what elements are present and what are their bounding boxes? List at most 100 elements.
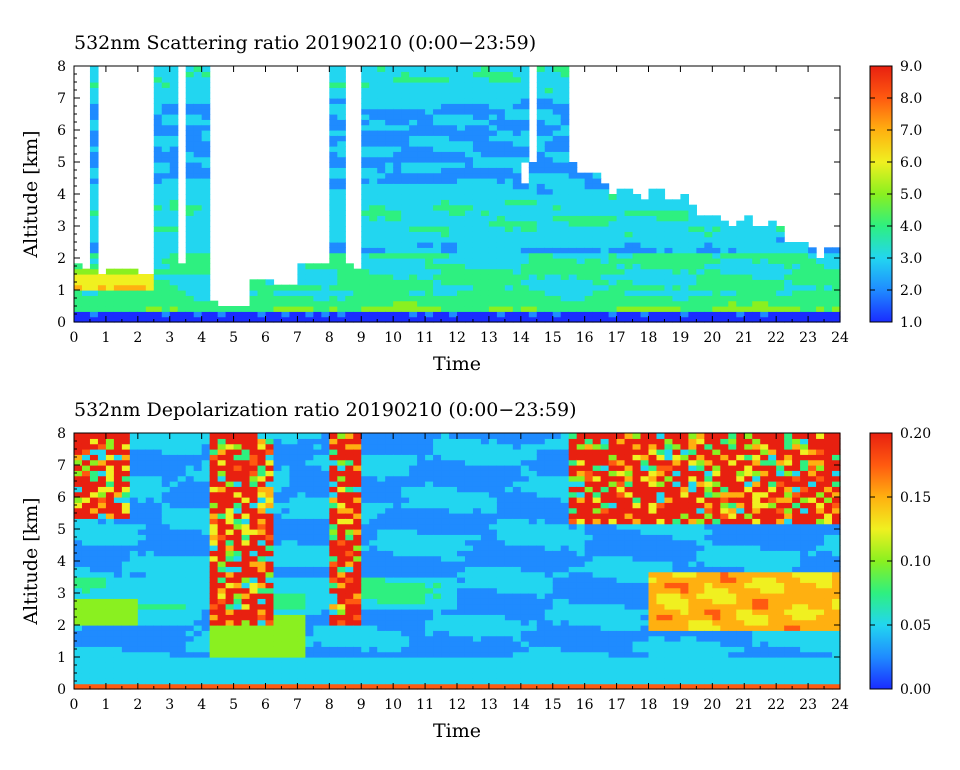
- heatmap-cell: [457, 98, 466, 104]
- heatmap-cell: [201, 103, 211, 110]
- heatmap-cell: [185, 220, 195, 227]
- heatmap-cell: [225, 614, 235, 621]
- heatmap-cell: [97, 678, 107, 685]
- heatmap-cell: [249, 518, 259, 525]
- heatmap-cell: [289, 587, 299, 594]
- heatmap-cell: [616, 194, 626, 200]
- heatmap-cell: [552, 108, 562, 115]
- heatmap-cell: [153, 82, 163, 88]
- heatmap-cell: [369, 76, 378, 83]
- heatmap-cell: [161, 454, 171, 461]
- x-tick-label: 18: [640, 330, 658, 346]
- heatmap-cell: [81, 438, 91, 445]
- heatmap-cell: [464, 258, 474, 264]
- heatmap-cell: [225, 507, 235, 514]
- heatmap-cell: [225, 641, 235, 647]
- heatmap-cell: [353, 438, 362, 445]
- heatmap-cell: [401, 566, 410, 573]
- heatmap-cell: [161, 465, 171, 471]
- heatmap-cell: [576, 220, 586, 227]
- heatmap-cell: [105, 486, 115, 493]
- heatmap-cell: [401, 242, 410, 248]
- heatmap-cell: [74, 603, 83, 610]
- heatmap-cell: [504, 220, 514, 227]
- heatmap-cell: [704, 316, 713, 323]
- heatmap-cell: [305, 662, 314, 669]
- heatmap-cell: [233, 667, 243, 674]
- heatmap-cell: [257, 290, 267, 296]
- heatmap-cell: [217, 306, 227, 312]
- heatmap-cell: [201, 513, 211, 519]
- heatmap-cell: [249, 619, 259, 626]
- heatmap-cell: [249, 491, 259, 498]
- heatmap-cell: [393, 135, 402, 142]
- heatmap-cell: [193, 183, 203, 190]
- heatmap-cell: [433, 603, 442, 610]
- heatmap-cell: [496, 263, 506, 270]
- heatmap-cell: [193, 545, 203, 551]
- heatmap-cell: [265, 470, 275, 477]
- x-tick-label: 0: [70, 330, 79, 346]
- heatmap-cell: [289, 534, 299, 541]
- heatmap-cell: [512, 124, 522, 131]
- heatmap-cell: [736, 252, 745, 259]
- heatmap-cell: [385, 274, 394, 280]
- heatmap-cell: [217, 534, 227, 541]
- heatmap-cell: [153, 316, 163, 323]
- heatmap-cell: [608, 268, 618, 275]
- heatmap-cell: [560, 92, 570, 99]
- heatmap-cell: [800, 263, 809, 270]
- heatmap-cell: [488, 311, 498, 318]
- heatmap-cell: [185, 236, 195, 243]
- heatmap-cell: [193, 199, 203, 206]
- heatmap-cell: [169, 443, 179, 450]
- heatmap-cell: [377, 566, 386, 573]
- heatmap-cell: [696, 311, 705, 318]
- heatmap-cell: [393, 220, 402, 227]
- heatmap-cell: [512, 108, 522, 115]
- heatmap-cell: [672, 215, 682, 222]
- heatmap-cell: [313, 443, 322, 450]
- heatmap-cell: [225, 470, 235, 477]
- heatmap-cell: [560, 178, 570, 184]
- heatmap-cell: [552, 311, 562, 318]
- heatmap-cell: [209, 673, 219, 679]
- heatmap-cell: [129, 550, 139, 557]
- heatmap-cell: [464, 82, 474, 88]
- heatmap-cell: [113, 507, 123, 514]
- heatmap-cell: [361, 619, 370, 626]
- heatmap-cell: [321, 555, 330, 562]
- heatmap-cell: [449, 87, 458, 94]
- depolarization-ratio-panel: 532nm Depolarization ratio 20190210 (0:0…: [20, 399, 931, 742]
- heatmap-cell: [137, 449, 147, 455]
- heatmap-cell: [81, 306, 91, 312]
- heatmap-cell: [241, 657, 251, 663]
- heatmap-cell: [417, 279, 426, 286]
- heatmap-cell: [81, 625, 91, 631]
- heatmap-cell: [249, 550, 259, 557]
- heatmap-cell: [265, 598, 275, 605]
- heatmap-cell: [552, 236, 562, 243]
- heatmap-cell: [281, 443, 291, 450]
- heatmap-cell: [89, 571, 99, 578]
- heatmap-cell: [169, 635, 179, 642]
- heatmap-cell: [393, 103, 402, 110]
- heatmap-cell: [161, 481, 171, 487]
- heatmap-cell: [161, 279, 171, 286]
- heatmap-cell: [464, 284, 474, 291]
- heatmap-cell: [305, 465, 314, 471]
- heatmap-cell: [552, 252, 562, 259]
- heatmap-cell: [89, 247, 99, 254]
- heatmap-cell: [321, 465, 330, 471]
- heatmap-cell: [832, 247, 841, 254]
- heatmap-cell: [536, 167, 546, 174]
- heatmap-cell: [281, 582, 291, 589]
- heatmap-cell: [800, 295, 809, 302]
- heatmap-cell: [369, 641, 378, 647]
- heatmap-cell: [129, 534, 139, 541]
- heatmap-cell: [369, 619, 378, 626]
- heatmap-cell: [185, 215, 195, 222]
- heatmap-cell: [441, 295, 450, 302]
- heatmap-cell: [313, 673, 322, 679]
- heatmap-cell: [464, 71, 474, 78]
